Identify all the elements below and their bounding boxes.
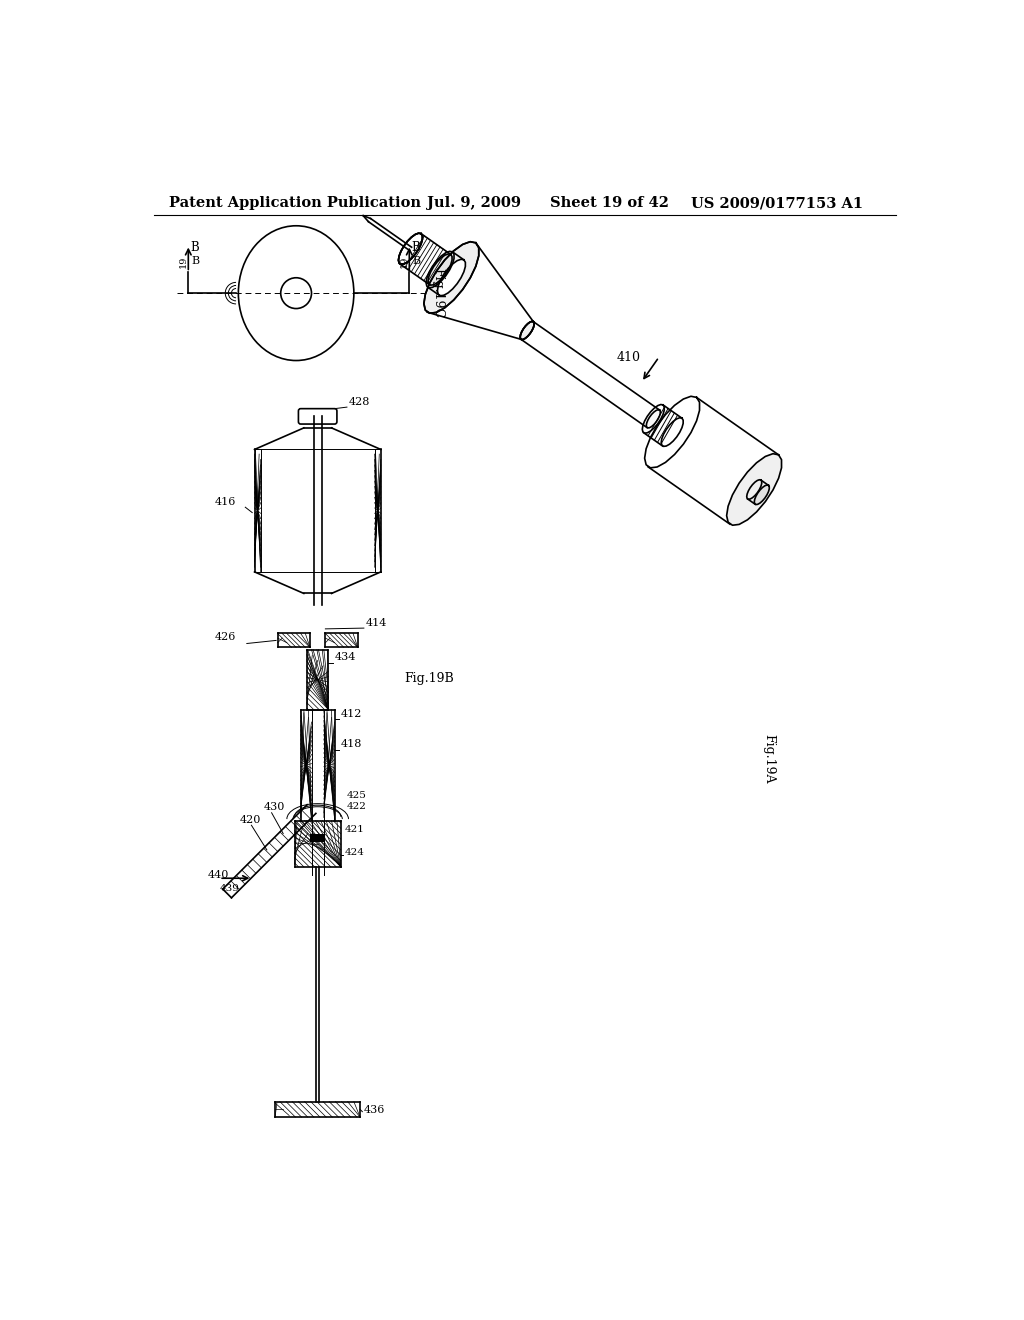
Text: B: B [191,256,200,265]
Text: B: B [413,256,421,265]
Text: 439: 439 [219,884,239,894]
Text: 410: 410 [616,351,641,364]
Text: 440: 440 [208,870,229,880]
Polygon shape [437,259,465,296]
Text: 19: 19 [400,255,409,268]
Text: Jul. 9, 2009: Jul. 9, 2009 [427,197,521,210]
Text: 422: 422 [347,803,367,810]
Text: 412: 412 [341,709,362,718]
Text: Fig.19C: Fig.19C [431,268,443,318]
Text: B: B [412,240,421,253]
Polygon shape [727,454,781,525]
Text: 425: 425 [347,791,367,800]
Text: 414: 414 [366,618,387,628]
Polygon shape [428,253,452,285]
Text: 418: 418 [341,739,362,750]
Polygon shape [398,234,423,264]
Text: 416: 416 [214,496,236,507]
Polygon shape [646,409,660,428]
Text: 436: 436 [364,1105,385,1115]
Text: Fig.19A: Fig.19A [762,734,775,784]
Text: 428: 428 [348,397,370,407]
Text: Fig.19B: Fig.19B [403,672,454,685]
Text: Sheet 19 of 42: Sheet 19 of 42 [550,197,670,210]
Text: 19: 19 [179,255,188,268]
Text: Patent Application Publication: Patent Application Publication [169,197,421,210]
Text: 421: 421 [345,825,365,834]
Text: 420: 420 [240,814,261,825]
Text: 424: 424 [345,849,365,857]
Text: 430: 430 [264,803,286,812]
Text: B: B [190,240,200,253]
Text: 426: 426 [214,632,236,642]
Polygon shape [662,417,683,446]
Bar [310,834,326,842]
Text: US 2009/0177153 A1: US 2009/0177153 A1 [691,197,863,210]
Text: 434: 434 [335,652,356,663]
Polygon shape [424,242,535,339]
Polygon shape [755,484,769,504]
